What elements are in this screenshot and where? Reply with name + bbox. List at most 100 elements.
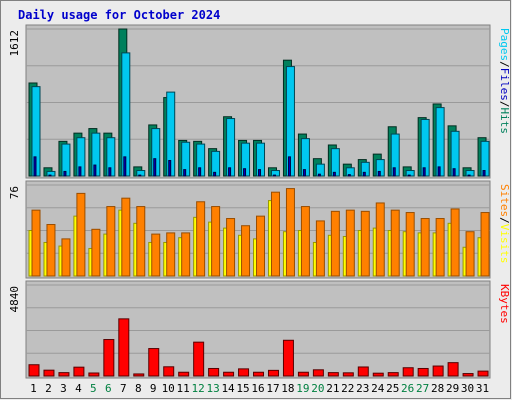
- bar-pages-day-31: [482, 170, 486, 177]
- bar-pages-day-29: [452, 168, 456, 177]
- x-tick-label-day-18: 18: [281, 382, 294, 395]
- bar-pages-day-22: [347, 174, 351, 177]
- bar-sites-day-9: [151, 233, 161, 277]
- bar-pages-day-18: [287, 156, 291, 177]
- bar-pages-day-15: [243, 168, 247, 177]
- bar-sites-day-19: [300, 206, 310, 277]
- bar-sites-day-4: [76, 192, 86, 277]
- y-scale-label: 1612: [8, 30, 21, 57]
- x-tick-label-day-17: 17: [266, 382, 279, 395]
- legend-item-hits: Hits: [498, 108, 511, 135]
- bar-pages-day-20: [317, 173, 321, 177]
- x-tick-label-day-29: 29: [446, 382, 459, 395]
- panel-visits-sites: 76 Sites/Visits: [8, 180, 511, 279]
- bar-pages-day-1: [33, 156, 37, 177]
- bar-sites-day-17: [270, 191, 280, 277]
- bar-pages-day-27: [422, 167, 426, 177]
- bar-pages-day-30: [467, 174, 471, 177]
- x-tick-label-day-11: 11: [177, 382, 190, 395]
- legend-item-sites: Sites: [498, 184, 511, 217]
- bar-sites-day-29: [450, 208, 460, 277]
- bar-pages-day-11: [183, 169, 187, 177]
- x-tick-label-day-2: 2: [45, 382, 52, 395]
- bar-kbytes-day-4: [73, 366, 85, 377]
- legend-separator: /: [498, 101, 511, 108]
- y-scale-label: 4840: [8, 286, 21, 313]
- bar-kbytes-day-14: [223, 371, 235, 377]
- x-tick-label-day-8: 8: [135, 382, 142, 395]
- x-tick-label-day-1: 1: [30, 382, 37, 395]
- bar-pages-day-4: [78, 166, 82, 177]
- bar-kbytes-day-24: [372, 372, 384, 377]
- x-tick-label-day-27: 27: [416, 382, 429, 395]
- x-tick-label-day-22: 22: [341, 382, 354, 395]
- x-tick-label-day-9: 9: [150, 382, 157, 395]
- bar-pages-day-23: [362, 171, 366, 177]
- bar-kbytes-day-16: [253, 371, 265, 377]
- bar-sites-day-18: [285, 188, 295, 277]
- bar-kbytes-day-2: [43, 369, 55, 377]
- bar-sites-day-11: [181, 232, 191, 277]
- bar-kbytes-day-8: [133, 373, 145, 377]
- bar-kbytes-day-20: [312, 369, 324, 377]
- bar-pages-day-21: [332, 171, 336, 177]
- bar-kbytes-day-1: [28, 364, 40, 377]
- bar-pages-day-16: [258, 169, 262, 177]
- legend-item-files: Pages: [498, 28, 511, 61]
- bar-pages-day-8: [138, 174, 142, 177]
- bar-sites-day-20: [315, 220, 325, 277]
- chart-title: Daily usage for October 2024: [18, 8, 220, 22]
- bar-kbytes-day-28: [432, 365, 444, 377]
- x-tick-label-day-7: 7: [120, 382, 127, 395]
- x-tick-label-day-19: 19: [296, 382, 309, 395]
- x-tick-label-day-28: 28: [431, 382, 444, 395]
- bar-sites-day-6: [106, 206, 116, 277]
- bar-sites-day-7: [121, 197, 131, 277]
- bar-pages-day-7: [123, 156, 127, 177]
- bar-sites-day-15: [241, 225, 251, 277]
- x-tick-label-day-21: 21: [326, 382, 339, 395]
- bar-kbytes-day-31: [477, 370, 489, 377]
- bar-sites-day-28: [435, 218, 445, 277]
- bar-sites-day-24: [375, 202, 385, 277]
- bar-pages-day-24: [377, 170, 381, 177]
- bar-pages-day-10: [168, 159, 172, 177]
- bar-files-day-28: [435, 107, 445, 177]
- bar-pages-day-25: [392, 167, 396, 177]
- bar-sites-day-1: [31, 209, 41, 277]
- panel-background: [25, 280, 491, 379]
- bar-sites-day-8: [136, 206, 146, 277]
- bar-kbytes-day-29: [447, 362, 459, 377]
- bar-sites-day-23: [360, 210, 370, 277]
- bar-kbytes-day-21: [327, 372, 339, 377]
- x-tick-label-day-12: 12: [192, 382, 205, 395]
- legend-item-pages: Files: [498, 68, 511, 101]
- bar-sites-day-5: [91, 228, 101, 277]
- x-axis-day-labels: 1 2 3 4 5 6 7 8 9 10 11 12 13 14 15 16 17 18 19 20 21 22 23 24 2…: [30, 382, 489, 395]
- bar-sites-day-10: [166, 232, 176, 277]
- bar-kbytes-day-10: [163, 366, 175, 377]
- bar-kbytes-day-9: [148, 348, 160, 377]
- bar-kbytes-day-5: [88, 372, 100, 377]
- x-tick-label-day-25: 25: [386, 382, 399, 395]
- x-tick-label-day-6: 6: [105, 382, 112, 395]
- bar-sites-day-26: [405, 212, 415, 277]
- legend-separator: /: [498, 61, 511, 68]
- x-tick-label-day-23: 23: [356, 382, 369, 395]
- x-tick-label-day-4: 4: [75, 382, 82, 395]
- x-tick-label-day-26: 26: [401, 382, 414, 395]
- bar-kbytes-day-6: [103, 339, 115, 377]
- x-tick-label-day-5: 5: [90, 382, 97, 395]
- bar-kbytes-day-19: [297, 371, 309, 377]
- x-tick-label-day-20: 20: [311, 382, 324, 395]
- bar-kbytes-day-30: [462, 373, 474, 377]
- y-scale-label: 76: [8, 186, 21, 199]
- bar-kbytes-day-13: [208, 367, 220, 377]
- x-tick-label-day-30: 30: [461, 382, 474, 395]
- legend-item-visits: Visits: [498, 224, 511, 264]
- bar-kbytes-day-23: [357, 366, 369, 377]
- bar-pages-day-5: [93, 164, 97, 177]
- bar-pages-day-9: [153, 158, 157, 177]
